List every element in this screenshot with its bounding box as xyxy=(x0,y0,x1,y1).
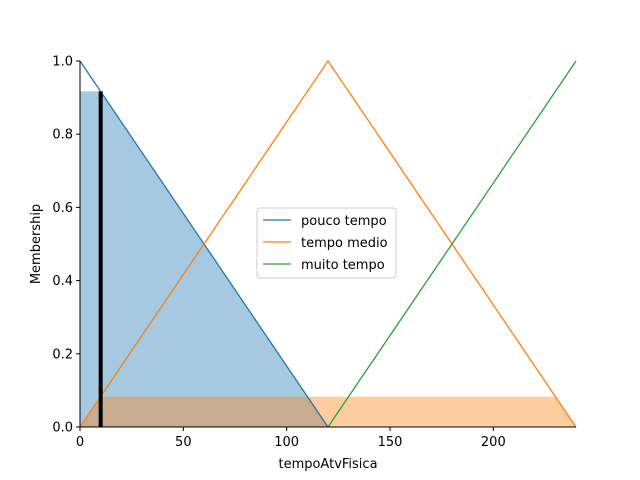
y-tick-label: 0.8 xyxy=(52,128,73,143)
series-line-tempo-medio xyxy=(79,59,577,428)
legend-label-pouco-tempo: pouco tempo xyxy=(301,214,387,229)
x-tick-label: 0 xyxy=(76,435,84,450)
y-tick-label: 0.0 xyxy=(52,421,73,436)
x-tick-label: 150 xyxy=(378,435,403,450)
activation-fill-pouco-tempo xyxy=(80,91,328,427)
y-tick-label: 1.0 xyxy=(52,55,73,70)
y-tick-label: 0.4 xyxy=(52,274,73,289)
x-axis-label: tempoAtvFisica xyxy=(278,457,377,472)
membership-lines xyxy=(79,59,577,428)
legend-label-muito-tempo: muito tempo xyxy=(301,258,385,273)
x-tick-label: 200 xyxy=(481,435,506,450)
series-line-muito-tempo xyxy=(327,60,577,428)
x-ticks: 0 50 100 150 200 xyxy=(76,427,506,450)
activation-fill-tempo-medio xyxy=(80,396,576,427)
y-ticks: 0.0 0.2 0.4 0.6 0.8 1.0 xyxy=(52,55,80,436)
y-tick-label: 0.2 xyxy=(52,347,73,362)
x-tick-label: 100 xyxy=(274,435,299,450)
legend-box xyxy=(256,207,397,279)
legend: pouco tempo tempo medio muito tempo xyxy=(256,207,397,279)
y-tick-label: 0.6 xyxy=(52,201,73,216)
activation-fills xyxy=(80,91,576,427)
x-tick-label: 50 xyxy=(175,435,192,450)
y-axis-label: Membership xyxy=(29,204,44,284)
legend-label-tempo-medio: tempo medio xyxy=(301,236,388,251)
